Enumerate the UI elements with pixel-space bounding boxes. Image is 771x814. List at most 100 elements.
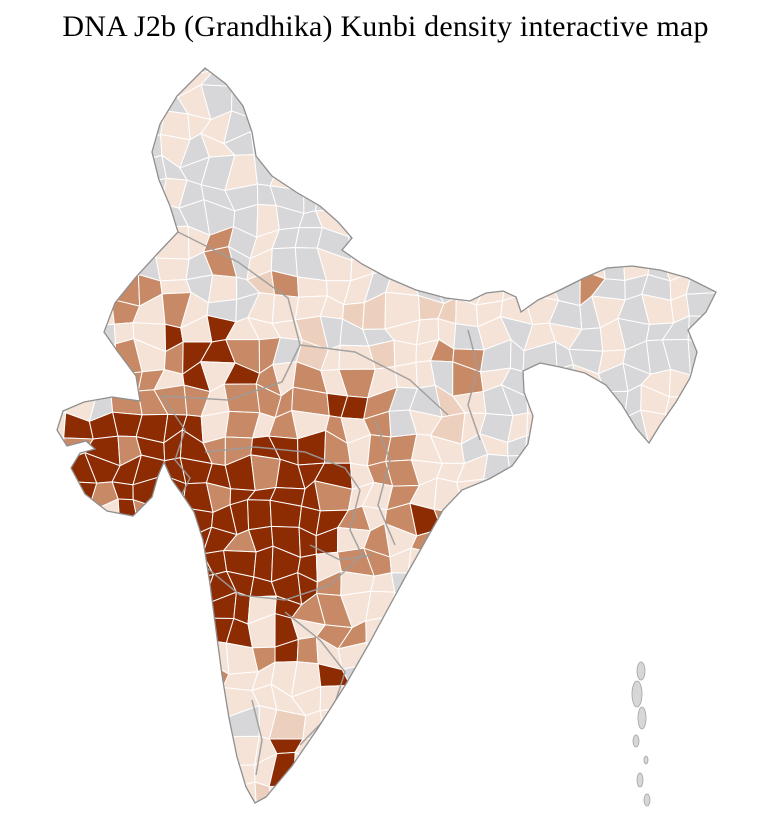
district[interactable] bbox=[691, 222, 718, 259]
district[interactable] bbox=[762, 667, 771, 696]
district[interactable] bbox=[545, 203, 577, 233]
district[interactable] bbox=[521, 40, 556, 72]
district[interactable] bbox=[91, 249, 110, 275]
district[interactable] bbox=[452, 616, 483, 648]
district[interactable] bbox=[479, 110, 513, 144]
district[interactable] bbox=[549, 112, 573, 145]
district[interactable] bbox=[711, 637, 743, 673]
district[interactable] bbox=[500, 802, 524, 814]
district[interactable] bbox=[758, 278, 771, 299]
district[interactable] bbox=[138, 226, 157, 259]
district[interactable] bbox=[159, 687, 188, 718]
district[interactable] bbox=[551, 160, 582, 184]
district[interactable] bbox=[413, 183, 437, 215]
district[interactable] bbox=[18, 506, 53, 526]
district[interactable] bbox=[108, 691, 141, 719]
district[interactable] bbox=[757, 369, 771, 396]
district[interactable] bbox=[694, 687, 714, 718]
district[interactable] bbox=[591, 156, 624, 189]
district[interactable] bbox=[60, 112, 96, 143]
district[interactable] bbox=[413, 683, 438, 719]
district[interactable] bbox=[484, 247, 507, 283]
district[interactable] bbox=[25, 69, 44, 97]
district[interactable] bbox=[478, 529, 514, 557]
districts-layer[interactable] bbox=[16, 39, 771, 814]
district[interactable] bbox=[63, 501, 92, 534]
district[interactable] bbox=[670, 548, 695, 574]
district[interactable] bbox=[593, 412, 625, 439]
district[interactable] bbox=[315, 732, 352, 763]
district[interactable] bbox=[619, 465, 650, 483]
district[interactable] bbox=[114, 761, 145, 784]
district[interactable] bbox=[344, 752, 371, 780]
district[interactable] bbox=[409, 159, 445, 189]
district[interactable] bbox=[94, 713, 122, 737]
district[interactable] bbox=[602, 244, 626, 282]
district[interactable] bbox=[625, 474, 652, 511]
district[interactable] bbox=[729, 410, 764, 433]
district[interactable] bbox=[154, 646, 191, 664]
district[interactable] bbox=[713, 160, 734, 190]
district[interactable] bbox=[639, 440, 675, 468]
district[interactable] bbox=[20, 280, 52, 303]
district[interactable] bbox=[552, 728, 576, 755]
district[interactable] bbox=[687, 431, 711, 458]
district[interactable] bbox=[549, 40, 571, 77]
district[interactable] bbox=[138, 73, 167, 97]
district[interactable] bbox=[73, 41, 100, 77]
district[interactable] bbox=[41, 596, 74, 628]
district[interactable] bbox=[742, 299, 764, 326]
district[interactable] bbox=[83, 359, 115, 386]
district[interactable] bbox=[707, 115, 740, 146]
district[interactable] bbox=[687, 452, 720, 488]
district[interactable] bbox=[439, 528, 460, 556]
district[interactable] bbox=[87, 211, 116, 230]
district[interactable] bbox=[137, 688, 163, 719]
district[interactable] bbox=[452, 780, 486, 803]
district[interactable] bbox=[457, 661, 487, 694]
district[interactable] bbox=[64, 228, 98, 262]
district[interactable] bbox=[551, 389, 574, 421]
district[interactable] bbox=[551, 177, 577, 211]
district[interactable] bbox=[382, 664, 420, 693]
district[interactable] bbox=[738, 546, 759, 579]
district[interactable] bbox=[684, 740, 718, 761]
district[interactable] bbox=[435, 159, 462, 190]
district[interactable] bbox=[458, 639, 479, 663]
district[interactable] bbox=[671, 434, 693, 465]
district[interactable] bbox=[387, 712, 422, 739]
district[interactable] bbox=[665, 737, 693, 765]
district[interactable] bbox=[546, 618, 577, 652]
district[interactable] bbox=[729, 459, 764, 486]
district[interactable] bbox=[254, 39, 274, 76]
district[interactable] bbox=[508, 545, 536, 578]
district[interactable] bbox=[504, 40, 531, 72]
district[interactable] bbox=[475, 272, 508, 306]
district[interactable] bbox=[271, 294, 300, 325]
district[interactable] bbox=[344, 776, 376, 805]
district[interactable] bbox=[684, 707, 713, 744]
district[interactable] bbox=[754, 292, 771, 326]
district[interactable] bbox=[756, 201, 771, 234]
district[interactable] bbox=[614, 502, 652, 537]
district[interactable] bbox=[591, 732, 629, 761]
district[interactable] bbox=[18, 181, 44, 213]
district[interactable] bbox=[525, 157, 557, 182]
district[interactable] bbox=[684, 68, 716, 94]
district[interactable] bbox=[620, 164, 643, 189]
district[interactable] bbox=[568, 179, 602, 211]
island[interactable] bbox=[632, 734, 640, 748]
district[interactable] bbox=[429, 85, 458, 114]
district[interactable] bbox=[155, 777, 186, 801]
district[interactable] bbox=[440, 783, 456, 805]
district[interactable] bbox=[19, 735, 40, 757]
district[interactable] bbox=[597, 567, 625, 605]
district[interactable] bbox=[231, 65, 261, 98]
district[interactable] bbox=[547, 578, 583, 597]
district[interactable] bbox=[345, 805, 375, 814]
district[interactable] bbox=[483, 453, 512, 480]
district[interactable] bbox=[520, 735, 554, 754]
district[interactable] bbox=[647, 474, 674, 512]
district[interactable] bbox=[742, 734, 765, 759]
andaman-nicobar-islands[interactable] bbox=[631, 661, 651, 807]
